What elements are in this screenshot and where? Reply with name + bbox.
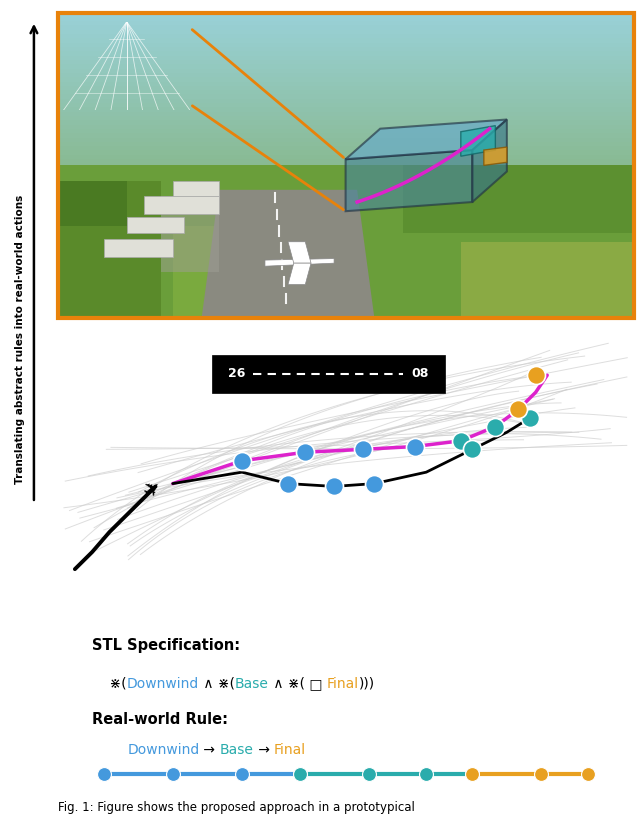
Bar (58, 132, 634, 137)
Bar (58, 102, 634, 107)
Bar (58, 21, 634, 25)
Bar (58, 116, 634, 121)
Polygon shape (461, 241, 634, 318)
Polygon shape (346, 120, 507, 159)
Polygon shape (127, 217, 184, 233)
Text: Final: Final (327, 677, 359, 691)
Polygon shape (265, 259, 334, 266)
Text: Downwind: Downwind (127, 742, 200, 757)
FancyBboxPatch shape (212, 354, 445, 393)
Bar (58, 38, 634, 43)
Text: Downwind: Downwind (127, 677, 199, 691)
Bar (58, 68, 634, 73)
Bar (58, 59, 634, 65)
Bar (58, 154, 634, 159)
Text: ∧ ⋇(: ∧ ⋇( (199, 677, 235, 691)
Bar (58, 16, 634, 21)
Bar (58, 46, 634, 51)
Polygon shape (173, 181, 219, 196)
Polygon shape (173, 226, 259, 318)
Bar (58, 64, 634, 69)
Bar (58, 51, 634, 55)
Text: ∧ ⋇(: ∧ ⋇( (269, 677, 305, 691)
Bar (58, 128, 634, 133)
Bar (58, 25, 634, 30)
Polygon shape (161, 196, 219, 272)
Bar (58, 163, 634, 168)
Polygon shape (58, 181, 127, 226)
Text: ✈: ✈ (140, 476, 166, 503)
Bar (58, 85, 634, 91)
Polygon shape (202, 190, 374, 318)
Bar (58, 137, 634, 142)
Text: Base: Base (235, 677, 269, 691)
Polygon shape (58, 165, 634, 318)
Polygon shape (288, 241, 311, 263)
Bar (58, 34, 634, 39)
Bar (58, 167, 634, 172)
Text: 26: 26 (228, 367, 245, 380)
Text: STL Specification:: STL Specification: (92, 639, 240, 653)
Text: →: → (200, 742, 220, 757)
Bar (58, 90, 634, 95)
Bar (58, 172, 634, 176)
Bar (58, 176, 634, 181)
Text: ))): ))) (359, 677, 375, 691)
Bar (58, 120, 634, 125)
Bar (58, 124, 634, 129)
Text: Final: Final (274, 742, 306, 757)
Bar (58, 146, 634, 151)
Polygon shape (346, 150, 472, 211)
Polygon shape (104, 239, 173, 257)
Bar (58, 111, 634, 116)
Text: ⋇(: ⋇( (92, 677, 127, 691)
Polygon shape (288, 263, 311, 285)
Bar (58, 142, 634, 146)
Bar (58, 150, 634, 155)
Bar (58, 106, 634, 111)
Text: Real-world Rule:: Real-world Rule: (92, 711, 228, 727)
Text: →: → (253, 742, 274, 757)
Polygon shape (484, 147, 507, 165)
Bar (58, 158, 634, 163)
Bar (58, 76, 634, 81)
Bar (58, 72, 634, 77)
Bar (58, 29, 634, 34)
Bar (58, 81, 634, 85)
Bar (58, 42, 634, 47)
Bar (58, 8, 634, 13)
Text: 08: 08 (412, 367, 429, 380)
Text: Base: Base (220, 742, 253, 757)
Polygon shape (144, 196, 219, 215)
Polygon shape (461, 126, 495, 156)
Bar (58, 98, 634, 103)
Text: □: □ (305, 677, 327, 691)
Text: Translating abstract rules into real-world actions: Translating abstract rules into real-wor… (15, 194, 26, 484)
Bar (58, 12, 634, 17)
Bar (58, 55, 634, 60)
Polygon shape (403, 165, 634, 233)
Polygon shape (472, 120, 507, 202)
Text: Fig. 1: Figure shows the proposed approach in a prototypical: Fig. 1: Figure shows the proposed approa… (58, 801, 415, 815)
Polygon shape (58, 181, 161, 318)
Bar (58, 94, 634, 99)
